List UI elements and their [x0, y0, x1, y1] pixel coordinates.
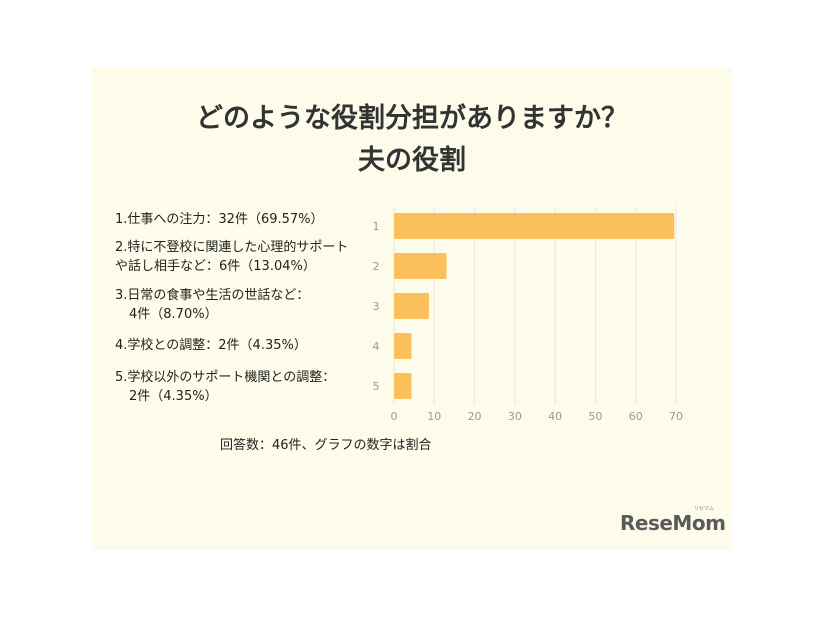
y-tick-label-2: 2: [373, 260, 380, 273]
legend-item-3-line-1: 3.日常の食事や生活の世話など：: [115, 288, 310, 303]
y-tick-label-3: 3: [373, 300, 380, 313]
legend-item-4-line-1: 4.学校との調整：2件（4.35%）: [115, 338, 307, 353]
y-tick-label-1: 1: [373, 220, 380, 233]
chart-title: どのような役割分担がありますか？: [196, 103, 628, 134]
bar-chart: 0 10 20 30 40 50 60 70 1 2 3 4 5: [373, 206, 683, 423]
resemom-logo: ReseMom: [620, 511, 726, 535]
x-tick-label-0: 0: [391, 410, 398, 423]
x-tick-label-20: 20: [468, 410, 482, 423]
x-tick-label-50: 50: [588, 410, 602, 423]
legend-item-1-line-1: 1.仕事への注力：32件（69.57%）: [115, 212, 324, 227]
bar-5: [394, 373, 412, 399]
legend-item-2-line-2: や話し相手など：6件（13.04%）: [115, 259, 316, 274]
bar-3: [394, 293, 430, 319]
legend-item-1: 1.仕事への注力：32件（69.57%）: [115, 210, 324, 229]
bar-2: [394, 253, 447, 279]
legend-item-5-line-1: 5.学校以外のサポート機関との調整：: [115, 370, 336, 385]
resemom-logo-kana: リセマム: [694, 506, 715, 512]
x-tick-label-70: 70: [669, 410, 683, 423]
legend-item-4: 4.学校との調整：2件（4.35%）: [115, 336, 307, 355]
legend-item-3: 3.日常の食事や生活の世話など： 4件（8.70%）: [115, 286, 309, 324]
x-tick-label-60: 60: [629, 410, 643, 423]
y-tick-label-5: 5: [373, 380, 380, 393]
y-tick-label-4: 4: [373, 340, 380, 353]
legend-item-5-line-2: 2件（4.35%）: [129, 389, 218, 404]
legend-item-5: 5.学校以外のサポート機関との調整： 2件（4.35%）: [115, 368, 335, 406]
legend-item-3-line-2: 4件（8.70%）: [129, 307, 218, 322]
chart-subtitle: 夫の役割: [358, 145, 466, 176]
bar-1: [394, 213, 675, 239]
bar-4: [394, 333, 412, 359]
x-tick-label-10: 10: [427, 410, 441, 423]
x-tick-label-40: 40: [548, 410, 562, 423]
legend-item-2-line-1: 2.特に不登校に関連した心理的サポート: [115, 240, 349, 255]
chart-card: どのような役割分担がありますか？ 夫の役割 1.仕事への注力：32件（69.57…: [92, 68, 732, 550]
legend-item-2: 2.特に不登校に関連した心理的サポート や話し相手など：6件（13.04%）: [115, 238, 348, 276]
response-note: 回答数：46件、グラフの数字は割合: [220, 438, 432, 453]
x-tick-label-30: 30: [508, 410, 522, 423]
